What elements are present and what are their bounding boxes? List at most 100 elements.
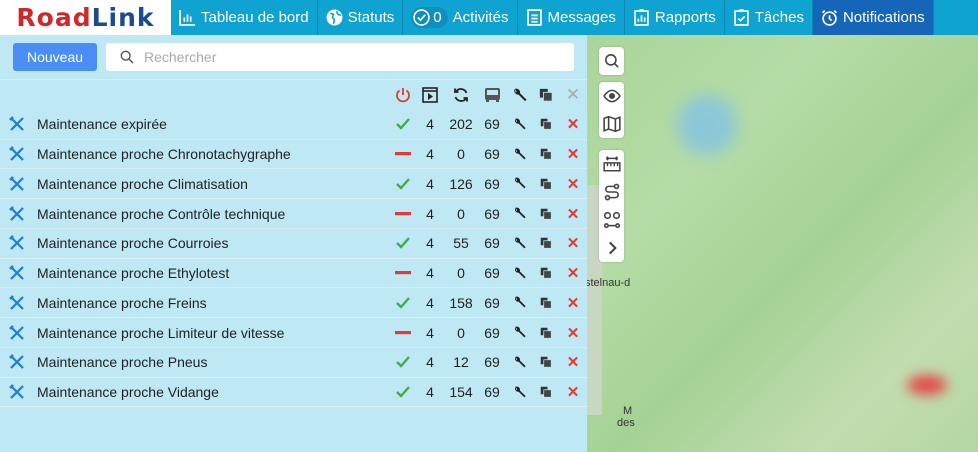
wrench-icon[interactable] <box>509 378 529 407</box>
nav-activites[interactable]: 0 Activités <box>403 0 518 35</box>
delete-icon[interactable]: ✕ <box>566 205 580 223</box>
notification-name[interactable]: Maintenance proche Courroies <box>37 235 229 252</box>
notification-name[interactable]: Maintenance proche Contrôle technique <box>37 205 286 222</box>
wrench-icon[interactable] <box>509 80 529 110</box>
copy-icon[interactable] <box>536 140 556 169</box>
points-route-button[interactable] <box>599 206 624 234</box>
minus-icon[interactable] <box>393 140 413 169</box>
check-icon[interactable] <box>393 110 413 139</box>
notification-name[interactable]: Maintenance proche Pneus <box>37 354 208 371</box>
copy-icon[interactable] <box>536 318 556 347</box>
copy-icon[interactable] <box>536 229 556 258</box>
notification-name[interactable]: Maintenance proche Vidange <box>37 384 219 401</box>
value-a: 4 <box>426 146 434 163</box>
check-icon[interactable] <box>393 378 413 407</box>
measure-button[interactable] <box>599 150 624 178</box>
table-row[interactable]: Maintenance expirée 4 202 69 ✕ <box>0 110 587 140</box>
wrench-icon[interactable] <box>509 259 529 288</box>
table-row[interactable]: Maintenance proche Courroies 4 55 69 ✕ <box>0 229 587 259</box>
wrench-icon[interactable] <box>509 229 529 258</box>
delete-icon[interactable]: ✕ <box>566 265 580 283</box>
table-row[interactable]: Maintenance proche Freins 4 158 69 ✕ <box>0 289 587 319</box>
copy-icon[interactable] <box>536 80 556 110</box>
copy-icon[interactable] <box>536 199 556 228</box>
nav-notifications[interactable]: Notifications <box>812 0 934 35</box>
search-input[interactable] <box>144 49 544 65</box>
copy-icon[interactable] <box>536 289 556 318</box>
delete-icon[interactable]: ✕ <box>566 294 580 312</box>
value-b: 0 <box>457 205 465 222</box>
delete-icon[interactable]: ✕ <box>566 324 580 342</box>
minus-icon[interactable] <box>393 199 413 228</box>
wrench-icon[interactable] <box>509 140 529 169</box>
copy-icon[interactable] <box>536 348 556 377</box>
copy-icon[interactable] <box>536 170 556 199</box>
notification-name[interactable]: Maintenance proche Climatisation <box>37 175 248 192</box>
bar-chart-icon <box>179 10 195 26</box>
map[interactable]: stelnau-d M des <box>587 35 978 452</box>
expand-button[interactable] <box>599 234 624 262</box>
delete-icon[interactable]: ✕ <box>566 235 580 253</box>
minus-icon[interactable] <box>393 318 413 347</box>
check-icon[interactable] <box>393 289 413 318</box>
search-box[interactable] <box>106 43 574 71</box>
close-icon[interactable]: ✕ <box>565 85 581 104</box>
notification-name[interactable]: Maintenance proche Limiteur de vitesse <box>37 324 285 341</box>
notification-name[interactable]: Maintenance proche Ethylotest <box>37 265 230 282</box>
power-icon[interactable] <box>393 80 413 110</box>
copy-icon[interactable] <box>536 259 556 288</box>
wrench-icon[interactable] <box>509 289 529 318</box>
map-search-tool[interactable] <box>599 47 624 75</box>
play-window-icon[interactable] <box>420 80 440 110</box>
value-c: 69 <box>484 265 500 282</box>
chevron-right-icon <box>608 241 617 255</box>
value-c: 69 <box>484 384 500 401</box>
delete-icon[interactable]: ✕ <box>566 175 580 193</box>
tools-icon <box>7 229 27 258</box>
notification-name[interactable]: Maintenance proche Chronotachygraphe <box>37 146 291 163</box>
refresh-icon[interactable] <box>451 80 471 110</box>
map-pins-icon <box>603 211 620 229</box>
nav-messages[interactable]: Messages <box>518 0 625 35</box>
table-row[interactable]: Maintenance proche Ethylotest 4 0 69 ✕ <box>0 259 587 289</box>
wrench-icon[interactable] <box>509 348 529 377</box>
nav-statuts[interactable]: Statuts <box>318 0 404 35</box>
new-button[interactable]: Nouveau <box>13 43 97 71</box>
nav-rapports[interactable]: Rapports <box>625 0 725 35</box>
check-icon[interactable] <box>393 170 413 199</box>
table-row[interactable]: Maintenance proche Pneus 4 12 69 ✕ <box>0 348 587 378</box>
logo[interactable]: Road Link <box>0 0 171 35</box>
table-row[interactable]: Maintenance proche Chronotachygraphe 4 0 69… <box>0 140 587 170</box>
value-a: 4 <box>426 205 434 222</box>
copy-icon[interactable] <box>536 110 556 139</box>
value-c: 69 <box>484 175 500 192</box>
table-row[interactable]: Maintenance proche Limiteur de vitesse 4 0… <box>0 318 587 348</box>
value-c: 69 <box>484 146 500 163</box>
delete-icon[interactable]: ✕ <box>566 384 580 402</box>
delete-icon[interactable]: ✕ <box>566 354 580 372</box>
value-a: 4 <box>426 265 434 282</box>
route-button[interactable] <box>599 178 624 206</box>
bus-icon[interactable] <box>482 80 502 110</box>
wrench-icon[interactable] <box>509 199 529 228</box>
copy-icon[interactable] <box>536 378 556 407</box>
check-icon[interactable] <box>393 229 413 258</box>
wrench-icon[interactable] <box>509 170 529 199</box>
nav-tableau-de-bord[interactable]: Tableau de bord <box>171 0 318 35</box>
notification-name[interactable]: Maintenance expirée <box>37 116 167 133</box>
map-layer-button[interactable] <box>599 110 624 138</box>
table-row[interactable]: Maintenance proche Climatisation 4 126 69 ✕ <box>0 170 587 200</box>
value-a: 4 <box>426 384 434 401</box>
delete-icon[interactable]: ✕ <box>566 116 580 134</box>
visibility-button[interactable] <box>599 82 624 110</box>
minus-icon[interactable] <box>393 259 413 288</box>
nav-taches[interactable]: Tâches <box>725 0 813 35</box>
notification-name[interactable]: Maintenance proche Freins <box>37 294 207 311</box>
table-row[interactable]: Maintenance proche Vidange 4 154 69 ✕ <box>0 378 587 408</box>
value-c: 69 <box>484 354 500 371</box>
table-row[interactable]: Maintenance proche Contrôle technique 4 0 6… <box>0 199 587 229</box>
wrench-icon[interactable] <box>509 318 529 347</box>
check-icon[interactable] <box>393 348 413 377</box>
delete-icon[interactable]: ✕ <box>566 146 580 164</box>
wrench-icon[interactable] <box>509 110 529 139</box>
